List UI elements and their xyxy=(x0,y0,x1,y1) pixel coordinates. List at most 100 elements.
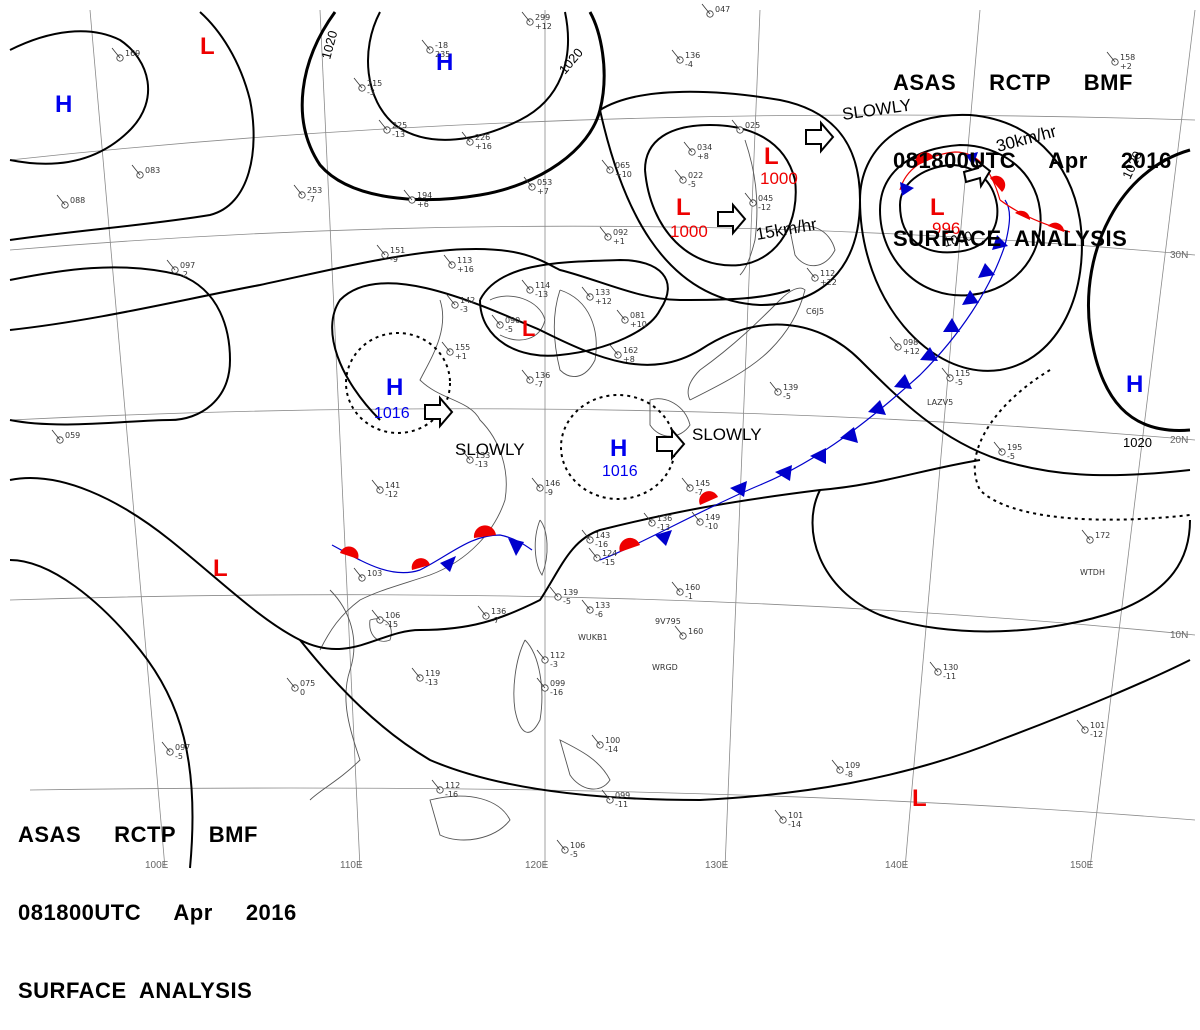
coast-taiwan xyxy=(534,519,548,576)
ship-ids: WUKB1 9V795 WRGD LAZV5 WTDH C6J5 xyxy=(578,307,1105,672)
station-plot: 100-14 xyxy=(591,734,620,754)
cold-symbol xyxy=(966,152,978,166)
wind-barb xyxy=(461,449,471,461)
cold-symbol xyxy=(992,235,1008,250)
station-plot: 142-3 xyxy=(446,294,475,314)
station-tendency: +1 xyxy=(613,237,625,246)
station-tendency: -12 xyxy=(1090,730,1103,739)
low-center-mid: L xyxy=(522,316,535,341)
wind-barb xyxy=(609,344,619,356)
station-plot: 124-15 xyxy=(588,547,617,567)
station-plot: 143-16 xyxy=(581,529,610,549)
station-plot: 145-7 xyxy=(681,477,710,497)
wind-barb xyxy=(536,677,546,689)
station-plot: 146-9 xyxy=(531,477,560,497)
station-tendency: -11 xyxy=(943,672,956,681)
station-plot: 139-5 xyxy=(769,381,798,401)
station-plot: 136-13 xyxy=(643,512,672,532)
wind-barb xyxy=(774,809,784,821)
station-pressure: 081 xyxy=(630,311,645,320)
station-pressure: 112 xyxy=(820,269,835,278)
header-line-3: SURFACE ANALYSIS xyxy=(893,226,1128,251)
low-center-nw: L xyxy=(200,33,215,60)
station-tendency: -7 xyxy=(535,380,543,389)
station-pressure: 133 xyxy=(595,601,610,610)
wind-barb xyxy=(166,259,176,271)
station-plot: 083 xyxy=(131,164,160,179)
coast-borneo xyxy=(429,795,511,841)
station-pressure: 160 xyxy=(688,627,703,636)
station-pressure: 299 xyxy=(535,13,550,22)
station-plot: 169 xyxy=(111,47,140,62)
station-pressure: 226 xyxy=(475,133,490,142)
isobar-east-h xyxy=(1087,148,1191,432)
motion-arrow-30kmh xyxy=(962,157,992,189)
station-plot: 112-3 xyxy=(536,649,565,669)
station-pressure: 045 xyxy=(758,194,773,203)
lat-line-20n xyxy=(9,408,1196,441)
station-plot: 101-12 xyxy=(1076,719,1105,739)
wind-barb xyxy=(549,586,559,598)
station-plot: 151-9 xyxy=(376,244,405,264)
high-center-c1: H xyxy=(386,374,403,401)
header-line-3: SURFACE ANALYSIS xyxy=(18,978,253,1003)
station-pressure: 136 xyxy=(535,371,550,380)
cold-symbol xyxy=(730,481,747,497)
station-pressure: 139 xyxy=(563,588,578,597)
station-pressure: 158 xyxy=(1120,53,1135,62)
high-center-c2: H xyxy=(610,435,627,462)
station-pressure: 145 xyxy=(695,479,710,488)
station-pressure: 151 xyxy=(390,246,405,255)
station-plot: 299+12 xyxy=(521,11,552,31)
cold-symbol xyxy=(978,263,995,278)
coast-japan-kyushu xyxy=(649,398,691,437)
station-pressure: 022 xyxy=(688,171,703,180)
motion-label-slowly-2: SLOWLY xyxy=(692,425,762,444)
isobar-ne-low-inner xyxy=(644,123,797,267)
station-tendency: -7 xyxy=(491,616,499,625)
station-tendency: -5 xyxy=(783,392,791,401)
cold-symbol xyxy=(920,347,938,361)
wind-barb xyxy=(56,194,66,206)
station-tendency: -8 xyxy=(845,770,853,779)
cold-symbol xyxy=(943,318,960,332)
station-plot: 133-6 xyxy=(581,599,610,619)
station-plot: 133-13 xyxy=(461,449,490,469)
wind-barb xyxy=(1076,719,1086,731)
isobar-e-low-outer xyxy=(859,113,1083,372)
station-tendency: +16 xyxy=(475,142,492,151)
station-plot: 162+8 xyxy=(609,344,638,364)
lat-line-0 xyxy=(29,787,1196,821)
station-plot: 172 xyxy=(1081,529,1110,544)
station-pressure: 065 xyxy=(615,161,630,170)
coast-philippines-2 xyxy=(559,739,611,790)
wind-barb xyxy=(293,184,303,196)
low-center-se: L xyxy=(912,785,927,812)
coast-china xyxy=(319,299,507,651)
cold-front-symbols xyxy=(440,152,1008,572)
station-pressure: 101 xyxy=(1090,721,1105,730)
low-center-e: L xyxy=(930,194,945,221)
fronts xyxy=(331,151,1071,574)
isobar-e-low-inner xyxy=(899,163,999,254)
wind-barb xyxy=(993,441,1003,453)
station-plot: 022-5 xyxy=(674,169,703,189)
lon-label-100e: 100E xyxy=(145,860,169,871)
station-tendency: -13 xyxy=(392,130,405,139)
isobar-mid-band xyxy=(9,248,791,331)
station-pressure: 103 xyxy=(367,569,382,578)
station-tendency: +10 xyxy=(630,320,647,329)
coast-japan-honshu xyxy=(687,287,806,401)
wind-barb xyxy=(443,254,453,266)
low-value-e: 996 xyxy=(932,219,960,238)
station-pressure: 109 xyxy=(845,761,860,770)
station-tendency: +1 xyxy=(455,352,467,361)
station-tendency: -7 xyxy=(307,195,315,204)
wind-barb xyxy=(523,176,533,188)
station-plot: 053+7 xyxy=(523,176,552,196)
station-tendency: 235 xyxy=(435,50,450,59)
station-plot: 106-15 xyxy=(371,609,400,629)
high-center-n: H xyxy=(436,49,453,76)
